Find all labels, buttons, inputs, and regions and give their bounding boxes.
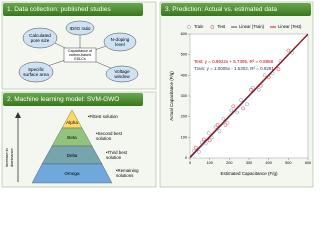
pyramid <box>31 109 113 184</box>
point <box>194 145 198 150</box>
x-tick-label: 500 <box>285 161 291 165</box>
center-node: Capacitance of carbon-based EDLCs <box>68 49 92 61</box>
level-name: Omega <box>64 171 80 176</box>
bubbles <box>18 20 139 83</box>
y-axis-title: Actual Capacitance (F/g) <box>169 71 174 121</box>
point <box>207 138 212 143</box>
panel-title: 3. Prediction: Actual vs. estimated data <box>161 3 311 16</box>
point <box>215 123 220 127</box>
point <box>225 121 230 125</box>
point <box>221 116 226 121</box>
fit-line <box>190 34 308 158</box>
node: N-doping level <box>110 37 130 47</box>
legend-label: Linear (Train) <box>239 24 265 29</box>
x-tick-label: 400 <box>265 161 271 165</box>
x-tick-label: 0 <box>189 161 191 165</box>
point <box>229 108 234 113</box>
point <box>262 73 267 78</box>
level-note: •Third best solution <box>106 150 128 160</box>
point <box>201 137 206 142</box>
annotation: Test: y = 0.9922x + 5.7395, R² = 0.8958 <box>194 59 274 64</box>
x-axis-title: Estimated Capacitance (F/g) <box>220 171 278 176</box>
point <box>235 110 240 115</box>
x-tick-label: 100 <box>206 161 212 165</box>
point <box>286 48 291 53</box>
x-tick-label: 300 <box>246 161 252 165</box>
fit-line <box>190 34 308 158</box>
point <box>217 129 222 133</box>
legend-label: Train <box>194 24 204 29</box>
level-note: •Second best solution <box>96 131 122 141</box>
node: Voltage window <box>114 69 130 79</box>
point <box>223 123 228 127</box>
legend-swatch <box>187 25 191 29</box>
level-note: •Remaining solutions <box>116 168 139 178</box>
point <box>251 85 255 90</box>
legend-label: Linear (Test) <box>278 24 302 29</box>
node: ID/IG ratio <box>69 26 91 31</box>
point <box>231 104 236 109</box>
series-group <box>190 34 308 158</box>
y-tick-label: 500 <box>181 53 187 57</box>
panel-title: 2. Machine learning model: SVM-GWO <box>3 93 143 106</box>
graphical-abstract: 1. Data collection: published studies Ca… <box>0 0 315 189</box>
y-tick-label: 0 <box>185 156 187 160</box>
level-name: Beta <box>67 135 77 140</box>
level-name: Delta <box>66 153 78 158</box>
point <box>256 87 261 92</box>
level-note: •Fittest solution <box>88 114 118 119</box>
point <box>245 102 249 107</box>
panel-title: 1. Data collection: published studies <box>3 3 143 16</box>
chart: Actual Capacitance (F/g) Estimated Capac… <box>169 24 311 176</box>
x-tick-label: 200 <box>226 161 232 165</box>
point <box>249 87 253 92</box>
node: Specific surface area <box>23 67 49 77</box>
y-tick-label: 300 <box>181 94 187 98</box>
point <box>241 106 245 111</box>
y-tick-label: 600 <box>181 32 187 36</box>
point <box>239 98 243 102</box>
y-tick-label: 400 <box>181 73 187 77</box>
level-name: Alpha <box>66 120 78 125</box>
point <box>276 67 281 71</box>
point <box>206 131 211 136</box>
x-tick-label: 600 <box>305 161 311 165</box>
node: Calculated pore size <box>29 33 51 43</box>
point <box>213 125 218 129</box>
legend-swatch <box>210 25 215 29</box>
legend-label: Test <box>217 24 226 29</box>
annotation: Train: y = 1.0005x - 1.5302, R² = 0.9281 <box>194 66 274 71</box>
point <box>197 149 201 154</box>
y-tick-label: 200 <box>181 115 187 119</box>
y-tick-label: 100 <box>181 135 187 139</box>
arrow-head <box>15 112 21 118</box>
